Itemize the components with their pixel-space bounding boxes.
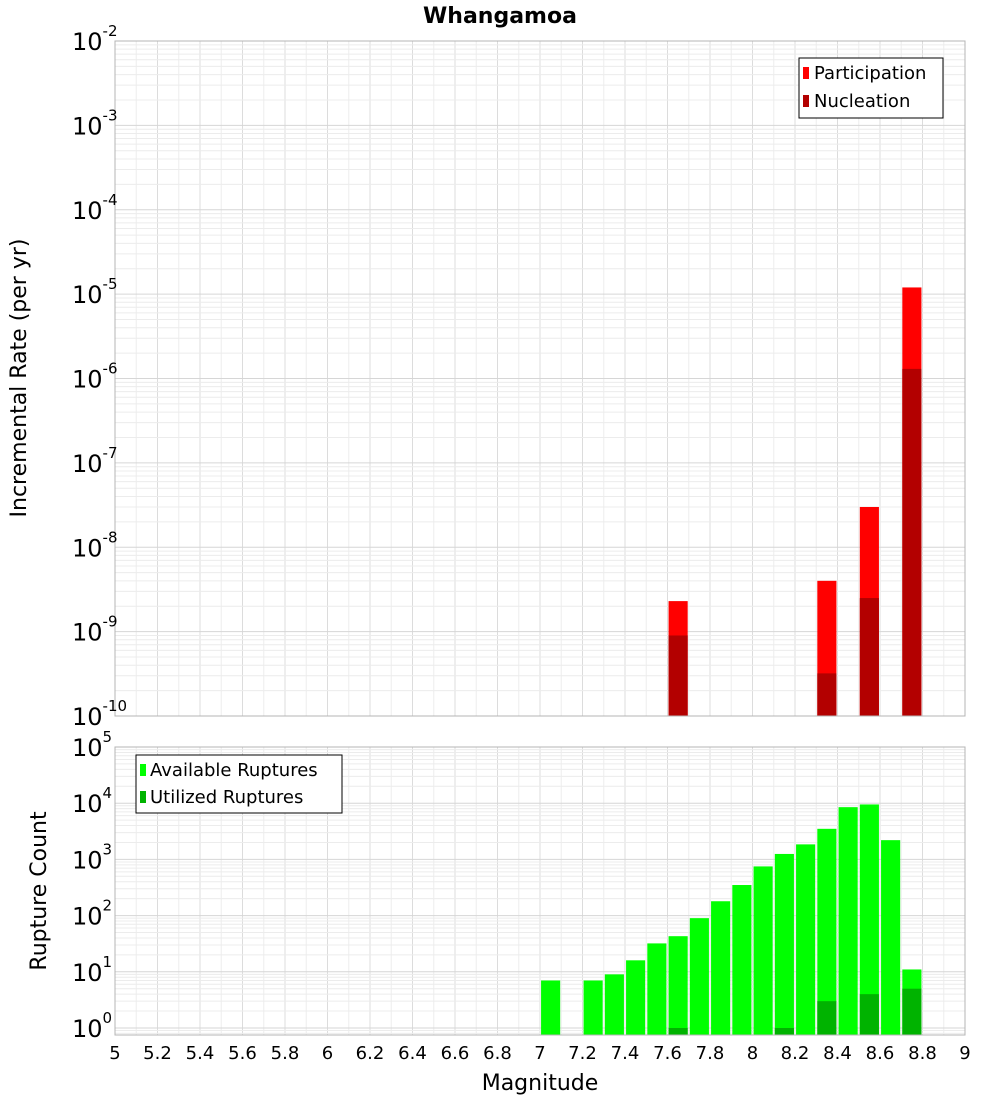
x-tick-label: 6.8 [483,1043,512,1064]
available-ruptures-bar [859,804,879,1035]
count-y-axis-label: Rupture Count [27,811,52,971]
nucleation-bar [902,368,922,716]
available-ruptures-bar [796,844,816,1035]
available-ruptures-bar [838,807,858,1035]
count-y-ticks: 100 101 102 103 104 105 [72,728,112,1043]
count-y-tick-label: 102 [72,897,112,931]
rate-y-tick-label: 10-2 [72,22,118,56]
count-y-tick-label: 101 [72,953,112,987]
utilized-ruptures-bar [668,1027,688,1035]
available-ruptures-bar [604,974,624,1035]
rate-y-ticks: 10-10 10-9 10-8 10-7 10-6 10-5 10-4 10-3 10-2 [72,22,127,731]
x-tick-label: 5.4 [186,1043,215,1064]
x-tick-label: 8.2 [781,1043,810,1064]
rate-y-tick-label: 10-5 [72,275,118,309]
legend-swatch-available [140,764,146,776]
chart-title: Whangamoa [423,4,577,29]
available-ruptures-bar [711,901,731,1035]
x-tick-label: 5 [109,1043,120,1064]
rate-grid [114,40,966,717]
x-tick-label: 7.6 [653,1043,682,1064]
legend-label-utilized: Utilized Ruptures [150,787,303,808]
legend-swatch-participation [803,67,809,79]
available-ruptures-bar [689,918,709,1035]
rate-legend: Participation Nucleation [798,57,944,119]
utilized-ruptures-bar [902,988,922,1035]
count-panel: 100 101 102 103 104 105 5 5.2 5.4 5.6 5.8 6 6.2 6.4 6… [27,728,971,1096]
x-tick-label: 8.4 [823,1043,852,1064]
available-ruptures-bar [817,828,837,1035]
rate-y-tick-label: 10-4 [72,191,118,225]
available-ruptures-bar [626,960,646,1035]
x-tick-label: 8.8 [908,1043,937,1064]
legend-label-nucleation: Nucleation [814,91,910,112]
x-tick-label: 5.6 [228,1043,257,1064]
available-ruptures-bar [668,936,688,1035]
x-tick-label: 5.2 [143,1043,172,1064]
utilized-ruptures-bar [817,1001,837,1035]
count-y-tick-label: 100 [72,1009,112,1043]
available-ruptures-bar [881,840,901,1035]
count-legend: Available Ruptures Utilized Ruptures [135,754,343,814]
rate-legend-box [798,57,944,119]
x-tick-label: 6.6 [441,1043,470,1064]
x-tick-label: 8.6 [866,1043,895,1064]
available-ruptures-bar [774,853,794,1035]
available-ruptures-bar [753,866,773,1035]
legend-swatch-nucleation [803,95,809,107]
rate-y-tick-label: 10-9 [72,613,118,647]
x-tick-label: 6.4 [398,1043,427,1064]
legend-label-participation: Participation [814,63,926,84]
x-ticks: 5 5.2 5.4 5.6 5.8 6 6.2 6.4 6.6 6.8 7 7.2 7.4 7.6 7.8 8… [109,1043,970,1064]
x-tick-label: 6 [322,1043,333,1064]
legend-label-available: Available Ruptures [150,760,318,781]
count-y-tick-label: 103 [72,840,112,874]
rate-y-tick-label: 10-3 [72,106,118,140]
x-tick-label: 7 [534,1043,545,1064]
count-y-tick-label: 105 [72,728,112,762]
x-tick-label: 9 [959,1043,970,1064]
rate-bars [668,287,922,716]
count-y-tick-label: 104 [72,784,112,818]
nucleation-bar [668,635,688,716]
available-ruptures-bar [647,943,667,1035]
available-ruptures-bar [583,980,603,1035]
utilized-ruptures-bar [774,1027,794,1035]
utilized-ruptures-bar [859,994,879,1035]
rate-plot-frame [114,40,966,717]
x-tick-label: 7.2 [568,1043,597,1064]
nucleation-bar [817,673,837,716]
available-ruptures-bar [732,885,752,1035]
x-tick-label: 6.2 [356,1043,385,1064]
legend-swatch-utilized [140,791,146,803]
rate-y-tick-label: 10-10 [72,697,127,731]
rate-y-tick-label: 10-8 [72,528,118,562]
rate-y-tick-label: 10-7 [72,444,118,478]
count-legend-box [135,754,343,814]
available-ruptures-bar [541,980,561,1035]
count-bars [541,804,922,1035]
rate-y-axis-label: Incremental Rate (per yr) [7,239,32,518]
x-tick-label: 7.4 [611,1043,640,1064]
count-plot-frame [114,746,966,1036]
rate-panel: 10-10 10-9 10-8 10-7 10-6 10-5 10-4 10-3 10-2 In… [7,22,966,731]
x-tick-label: 8 [747,1043,758,1064]
nucleation-bar [859,598,879,716]
x-tick-label: 5.8 [271,1043,300,1064]
x-axis-label: Magnitude [482,1071,599,1096]
rate-y-tick-label: 10-6 [72,360,118,394]
x-tick-label: 7.8 [696,1043,725,1064]
